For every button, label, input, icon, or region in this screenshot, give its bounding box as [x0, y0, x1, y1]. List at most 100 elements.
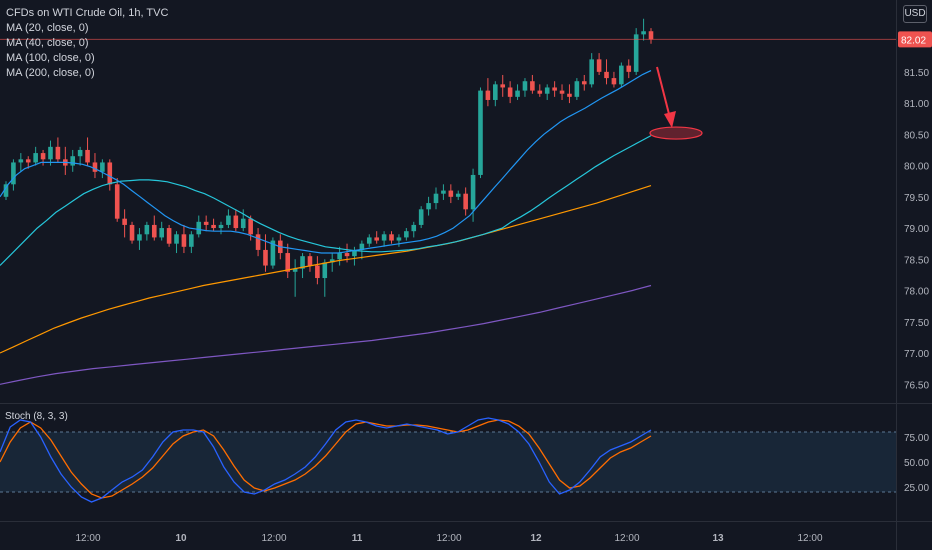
candle-body	[122, 218, 127, 225]
candle-body	[581, 81, 587, 85]
symbol-title[interactable]: CFDs on WTI Crude Oil, 1h, TVC	[6, 7, 169, 19]
time-tick-label: 12:00	[797, 533, 822, 544]
candle-body	[381, 234, 387, 241]
candle-body	[441, 190, 446, 194]
candle-body	[455, 193, 461, 197]
candle-body	[114, 184, 120, 219]
candle-body	[500, 84, 506, 88]
candle-body	[40, 153, 46, 160]
candle-body	[55, 146, 61, 160]
candle-body	[374, 237, 379, 241]
indicator-ma40[interactable]: MA (40, close, 0)	[6, 37, 89, 49]
candle-body	[300, 256, 305, 269]
candle-body	[344, 253, 350, 257]
candle-body	[396, 237, 402, 241]
candle-body	[270, 240, 276, 266]
candle-body	[589, 59, 594, 85]
candle-body	[522, 81, 528, 91]
candle-body	[203, 221, 209, 225]
candle-body	[48, 146, 53, 160]
stoch-tick-label: 25.00	[904, 483, 929, 494]
candle-body	[248, 218, 253, 235]
indicator-ma20[interactable]: MA (20, close, 0)	[6, 22, 89, 34]
candle-body	[129, 224, 135, 241]
candle-body	[11, 162, 16, 185]
indicator-ma100[interactable]: MA (100, close, 0)	[6, 52, 95, 64]
annotation-target-ellipse	[649, 126, 703, 140]
candle-body	[33, 153, 38, 163]
candle-body	[3, 184, 9, 197]
candle-body	[604, 71, 609, 79]
candle-body	[337, 253, 342, 260]
candle-body	[552, 87, 557, 91]
time-tick-label: 12:00	[436, 533, 461, 544]
time-tick-label: 11	[352, 533, 363, 544]
currency-badge[interactable]: USD	[903, 5, 927, 23]
candle-body	[196, 221, 202, 235]
ma40-line	[0, 135, 652, 266]
price-tick-label: 81.50	[904, 68, 929, 79]
price-tick-label: 77.00	[904, 349, 929, 360]
candle-body	[85, 149, 90, 163]
price-tick-label: 79.50	[904, 193, 929, 204]
stoch-indicator-label[interactable]: Stoch (8, 3, 3)	[5, 411, 68, 422]
candle-body	[174, 234, 179, 244]
candle-body	[218, 224, 224, 229]
time-tick-label: 13	[712, 533, 724, 544]
price-tick-label: 81.00	[904, 99, 929, 110]
candle-body	[633, 34, 639, 72]
candle-body	[315, 265, 320, 279]
candle-body	[470, 174, 476, 210]
indicator-ma200[interactable]: MA (200, close, 0)	[6, 67, 95, 79]
ma200-line	[0, 284, 652, 385]
candle-body	[544, 87, 550, 94]
candle-body	[567, 93, 572, 97]
candle-body	[240, 218, 246, 229]
candle-body	[159, 228, 164, 238]
candle-body	[144, 224, 150, 235]
ma100-line	[0, 185, 652, 354]
candle-body	[292, 268, 298, 272]
candle-body	[411, 224, 417, 232]
candles	[3, 18, 654, 297]
candle-body	[100, 162, 105, 172]
candle-body	[329, 259, 335, 263]
candle-body	[530, 81, 535, 91]
candle-body	[151, 224, 157, 238]
candle-body	[611, 78, 617, 85]
annotation-arrowhead	[664, 111, 676, 128]
time-tick-label: 12:00	[261, 533, 286, 544]
candle-body	[189, 234, 194, 247]
price-tick-label: 80.50	[904, 130, 929, 141]
candle-body	[137, 234, 142, 241]
price-tick-label: 80.00	[904, 162, 929, 173]
price-tick-label: 77.50	[904, 318, 929, 329]
stoch-tick-label: 50.00	[904, 458, 929, 469]
candle-body	[485, 90, 491, 100]
candle-body	[77, 149, 83, 157]
candle-body	[493, 84, 498, 100]
candle-body	[25, 159, 31, 163]
candle-body	[166, 228, 172, 244]
candle-body	[18, 159, 24, 163]
candle-body	[619, 65, 624, 85]
chart-legend: CFDs on WTI Crude Oil, 1h, TVC MA (20, c…	[6, 6, 168, 81]
candle-body	[478, 90, 483, 175]
candle-body	[233, 215, 239, 229]
stoch-tick-label: 75.00	[904, 433, 929, 444]
price-tick-label: 78.00	[904, 287, 929, 298]
candle-body	[263, 249, 268, 266]
candle-body	[255, 234, 261, 250]
candle-body	[181, 234, 187, 247]
candle-body	[648, 31, 654, 40]
candle-body	[389, 234, 394, 241]
candle-body	[626, 65, 632, 72]
stoch-d-line	[0, 419, 652, 499]
candle-body	[433, 193, 439, 204]
candle-body	[559, 90, 565, 94]
annotation-arrow-shaft	[656, 66, 671, 119]
ma20-line	[0, 70, 652, 254]
time-tick-label: 12:00	[75, 533, 100, 544]
candle-body	[70, 156, 76, 166]
